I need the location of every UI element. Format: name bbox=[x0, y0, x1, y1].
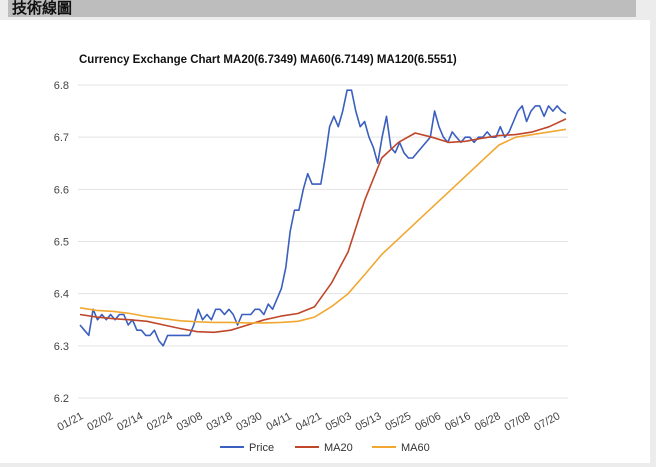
x-tick-label: 02/24 bbox=[145, 410, 175, 434]
y-tick-label: 6.6 bbox=[54, 184, 69, 196]
x-tick-label: 04/21 bbox=[294, 410, 324, 434]
y-tick-label: 6.5 bbox=[54, 237, 69, 249]
x-tick-label: 02/14 bbox=[115, 410, 145, 434]
x-tick-label: 05/25 bbox=[383, 410, 413, 434]
x-tick-label: 05/03 bbox=[324, 410, 354, 434]
legend-label-ma20: MA20 bbox=[324, 442, 353, 454]
x-tick-label: 06/16 bbox=[443, 410, 473, 434]
y-tick-label: 6.2 bbox=[54, 393, 69, 405]
x-tick-label: 07/20 bbox=[532, 410, 562, 434]
series-line-ma60 bbox=[79, 128, 567, 324]
x-tick-label: 03/18 bbox=[204, 410, 234, 434]
y-tick-label: 6.7 bbox=[54, 132, 69, 144]
x-tick-label: 06/06 bbox=[413, 410, 443, 434]
x-tick-label: 02/02 bbox=[85, 410, 115, 434]
section-title: 技術線圖 bbox=[12, 0, 73, 17]
x-tick-label: 06/28 bbox=[473, 410, 503, 434]
series-line-price bbox=[79, 89, 567, 347]
x-tick-label: 03/08 bbox=[175, 410, 205, 434]
y-tick-label: 6.8 bbox=[54, 80, 69, 92]
series-line-ma20 bbox=[79, 118, 567, 334]
legend-label-ma60: MA60 bbox=[401, 442, 430, 454]
y-tick-label: 6.4 bbox=[54, 289, 69, 301]
section-header: 技術線圖 bbox=[8, 0, 636, 17]
y-tick-label: 6.3 bbox=[54, 341, 69, 353]
x-tick-label: 04/11 bbox=[264, 410, 293, 433]
x-tick-label: 01/21 bbox=[55, 410, 85, 434]
legend-label-price: Price bbox=[249, 442, 274, 454]
x-tick-label: 03/30 bbox=[234, 410, 264, 434]
chart-title: Currency Exchange Chart MA20(6.7349) MA6… bbox=[79, 54, 457, 66]
x-tick-label: 05/13 bbox=[353, 410, 383, 434]
x-tick-label: 07/08 bbox=[502, 410, 532, 434]
